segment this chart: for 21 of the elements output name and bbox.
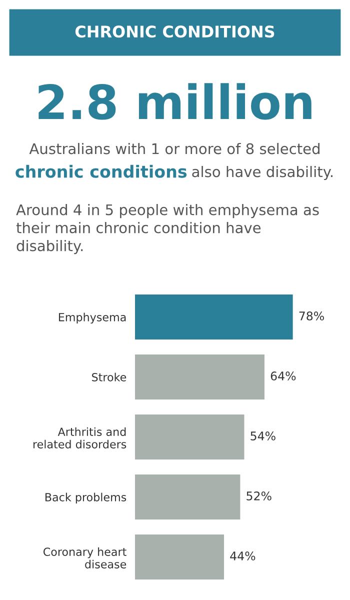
data-label: 64% [270, 371, 296, 380]
bar [135, 414, 244, 460]
chart-title: CHRONIC CONDITIONS [75, 26, 274, 38]
data-label: 52% [246, 491, 272, 500]
y-tick-label: Arthritis and related disorders [34, 427, 126, 448]
data-label: 44% [230, 551, 256, 560]
y-tick-label: Stroke [92, 372, 126, 382]
text: chronic conditions [16, 164, 187, 178]
text: also have disability. [192, 166, 332, 180]
data-label: 54% [250, 431, 276, 440]
bar [135, 294, 293, 340]
bar [135, 474, 240, 520]
y-tick-label: Emphysema [58, 312, 126, 324]
bar [135, 354, 264, 400]
text: Australians with 1 or more of 8 selected [29, 142, 320, 154]
text: Around 4 in 5 people with emphysema as their main chronic condition have disability. [16, 204, 319, 254]
y-tick-label: Back problems [45, 492, 126, 504]
bar [135, 534, 224, 580]
text: 2.8 million [38, 83, 312, 120]
y-tick-label: Coronary heart disease [43, 547, 126, 568]
data-label: 78% [299, 311, 324, 320]
